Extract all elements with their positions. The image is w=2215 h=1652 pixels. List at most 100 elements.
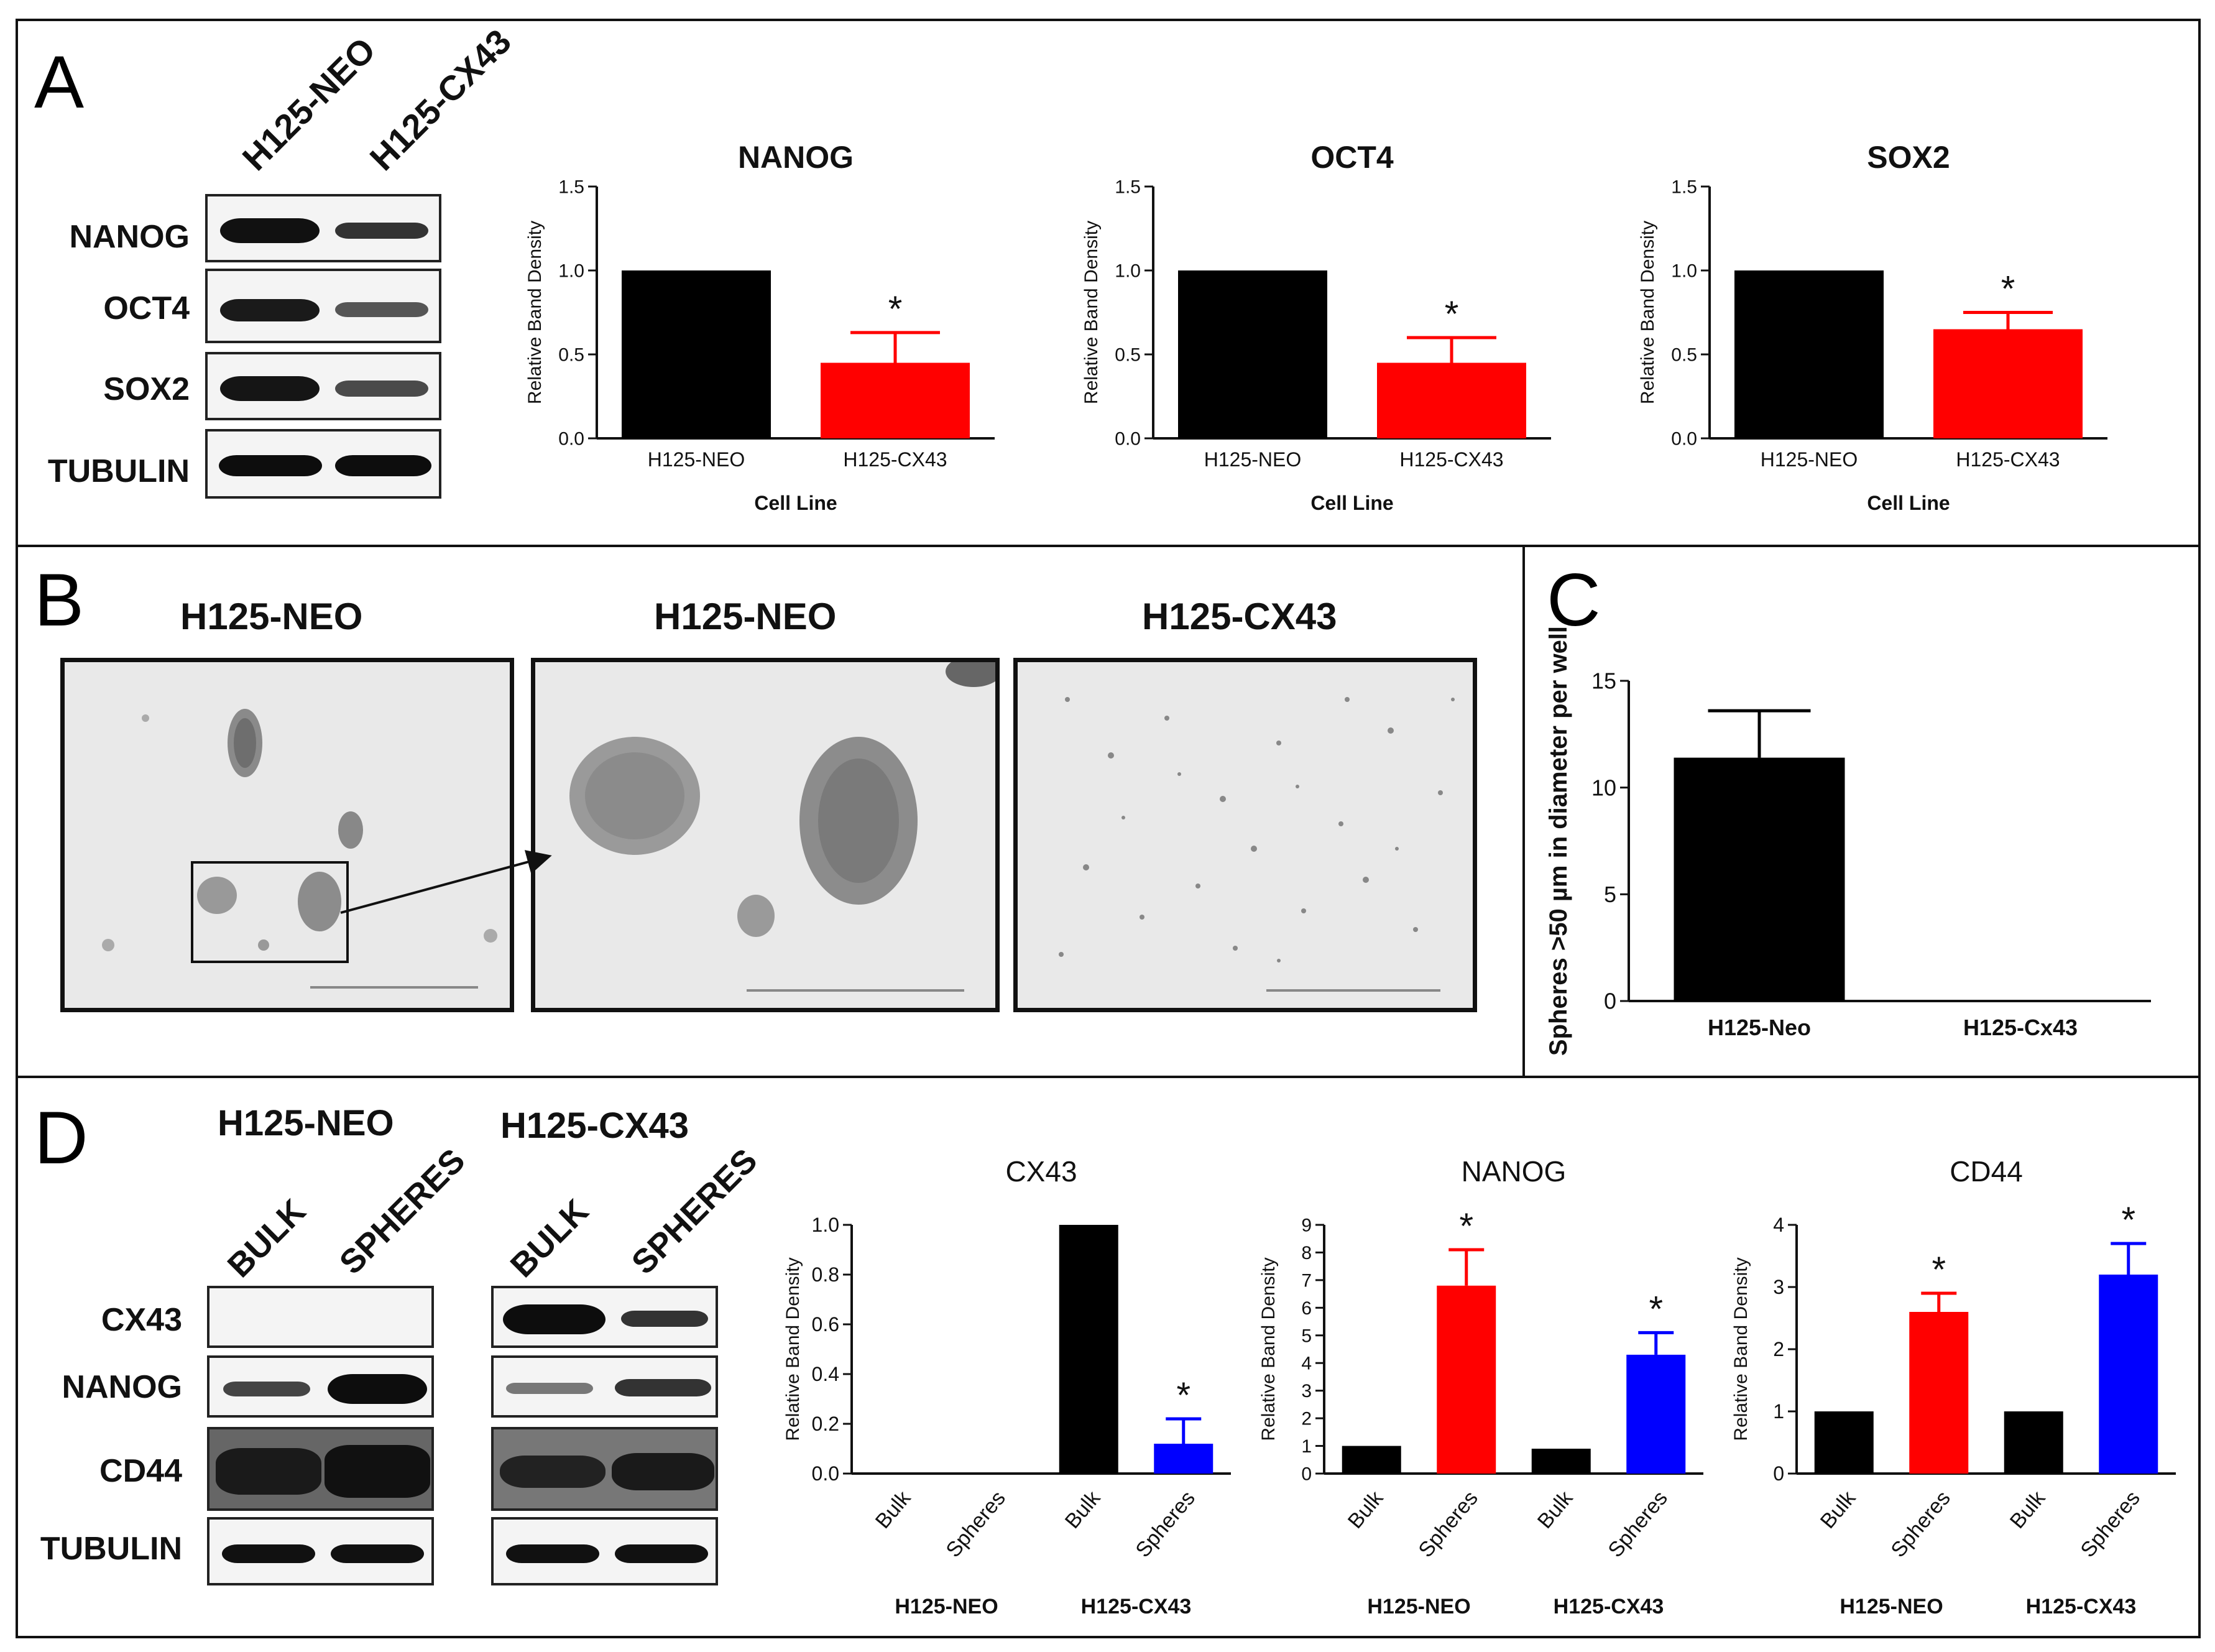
bar: [1626, 1354, 1686, 1474]
blot-a-tubulin: [205, 429, 441, 499]
bar-chart-spheres: 0 5 10 15 Spheres >50 µm in diameter per wel…: [1545, 626, 2151, 1056]
y-tick-label: 15: [1591, 668, 1616, 694]
bar: [1933, 329, 2083, 438]
x-axis-label: Cell Line: [754, 492, 837, 514]
blot-a-nanog: [205, 194, 441, 262]
band: [335, 381, 428, 397]
bar: [1674, 757, 1845, 1001]
bar-chart-nanog: NANOG 0.0 0.5 1.0 1.5 Relative Band Density H1…: [525, 140, 995, 514]
blot-d-row-label-cd44: CD44: [99, 1453, 182, 1489]
band: [615, 1379, 711, 1396]
bar: [1154, 1444, 1213, 1474]
y-tick-label: 1.5: [558, 177, 584, 198]
chart-title: OCT4: [1310, 140, 1394, 175]
band: [335, 302, 428, 317]
blot-d-row-label-cx43: CX43: [101, 1302, 182, 1338]
bar-chart-d-cx43: CX43 0.0 0.2 0.4 0.6 0.8 1.0 Relative Band Dens…: [783, 1155, 1231, 1618]
x-tick-label: Bulk: [2005, 1486, 2050, 1533]
x-tick-label: Spheres: [1886, 1487, 1955, 1562]
y-tick-label: 0.0: [558, 429, 584, 450]
y-axis-label: Spheres >50 µm in diameter per well: [1545, 626, 1572, 1056]
band: [222, 1544, 315, 1563]
x-tick-label: H125-NEO: [648, 448, 745, 471]
group-label: H125-CX43: [1554, 1595, 1664, 1618]
blot-d-neo-cx43: [207, 1286, 434, 1348]
y-tick-label: 10: [1591, 775, 1616, 800]
bar: [2004, 1411, 2063, 1474]
y-tick-label: 0.4: [812, 1363, 839, 1385]
bar: [622, 270, 771, 438]
blot-d-cx43-cx43: [491, 1286, 718, 1348]
y-tick-label: 0.5: [558, 345, 584, 366]
x-axis-label: Cell Line: [1310, 492, 1393, 514]
y-tick-label: 1: [1301, 1436, 1312, 1457]
bar-chart-d-cd44: CD44 0 1 2 3 4 Relative Band Density Bulk * Spher…: [1731, 1155, 2176, 1618]
y-axis-label: Relative Band Density: [1258, 1257, 1279, 1441]
panel-c-letter: C: [1547, 558, 1601, 642]
y-tick-label: 0.0: [1115, 429, 1141, 450]
band: [506, 1383, 593, 1394]
x-tick-label: H125-NEO: [1761, 448, 1858, 471]
micrograph-neo-highmag: [531, 658, 1000, 1012]
blot-a-row-label-tubulin: TUBULIN: [47, 453, 190, 489]
micrograph-label-1: H125-NEO: [180, 596, 363, 637]
y-axis-label: Relative Band Density: [525, 221, 545, 404]
blot-a-row-label-oct4: OCT4: [103, 290, 190, 326]
x-tick-label: Spheres: [1131, 1487, 1200, 1562]
blot-d-cx43-nanog: [491, 1355, 718, 1418]
significance-marker: *: [1445, 294, 1459, 335]
micrograph-label-3: H125-CX43: [1142, 596, 1337, 637]
x-tick-label: Spheres: [1603, 1487, 1672, 1562]
bar: [1437, 1285, 1496, 1474]
significance-marker: *: [1459, 1206, 1473, 1247]
bar: [1377, 362, 1526, 438]
blot-d-row-label-tubulin: TUBULIN: [40, 1531, 182, 1567]
x-tick-label: H125-Cx43: [1963, 1015, 2078, 1040]
significance-marker: *: [1176, 1375, 1190, 1416]
x-tick-label: Spheres: [1414, 1487, 1483, 1562]
y-tick-label: 5: [1301, 1326, 1312, 1346]
band: [219, 455, 322, 476]
x-tick-label: H125-NEO: [1204, 448, 1302, 471]
y-tick-label: 6: [1301, 1298, 1312, 1319]
significance-marker: *: [2001, 269, 2015, 310]
y-tick-label: 0.2: [812, 1413, 839, 1435]
blot-a-row-label-nanog: NANOG: [69, 219, 190, 255]
bar-chart-oct4: OCT4 0.0 0.5 1.0 1.5 Relative Band Density H12…: [1081, 140, 1551, 514]
bar: [2099, 1275, 2158, 1474]
group-label: H125-CX43: [1081, 1595, 1192, 1618]
band: [335, 223, 428, 239]
y-axis-label: Relative Band Density: [1081, 221, 1102, 404]
blot-d-group-label-cx43: H125-CX43: [500, 1105, 689, 1146]
blot-a-oct4: [205, 269, 441, 343]
y-tick-label: 3: [1301, 1381, 1312, 1401]
blot-d-row-label-nanog: NANOG: [62, 1369, 182, 1405]
y-tick-label: 8: [1301, 1243, 1312, 1263]
y-tick-label: 5: [1604, 882, 1616, 907]
band: [621, 1311, 708, 1327]
y-tick-label: 0.6: [812, 1313, 839, 1336]
y-tick-label: 0: [1604, 989, 1616, 1014]
band: [612, 1453, 714, 1490]
band: [220, 218, 320, 243]
x-axis-label: Cell Line: [1867, 492, 1950, 514]
band: [503, 1304, 606, 1334]
y-tick-label: 0.5: [1115, 345, 1141, 366]
bar: [1909, 1312, 1969, 1474]
x-tick-label: H125-CX43: [1956, 448, 2060, 471]
blot-d-group-label-neo: H125-NEO: [218, 1103, 394, 1143]
y-tick-label: 1.0: [1671, 261, 1697, 282]
chart-title: NANOG: [738, 140, 854, 175]
significance-marker: *: [1932, 1250, 1946, 1290]
y-tick-label: 1.0: [812, 1214, 839, 1236]
band: [325, 1445, 430, 1498]
significance-marker: *: [888, 289, 903, 330]
y-tick-label: 0.0: [1671, 429, 1697, 450]
bar: [1178, 270, 1327, 438]
x-tick-label: H125-CX43: [1399, 448, 1503, 471]
micrograph-neo-highmag-image: [569, 662, 995, 992]
band: [220, 376, 320, 401]
micrograph-neo-lowmag: [60, 658, 514, 1012]
micrograph-neo-lowmag-image: [102, 709, 497, 989]
blot-a-row-label-sox2: SOX2: [103, 371, 190, 407]
